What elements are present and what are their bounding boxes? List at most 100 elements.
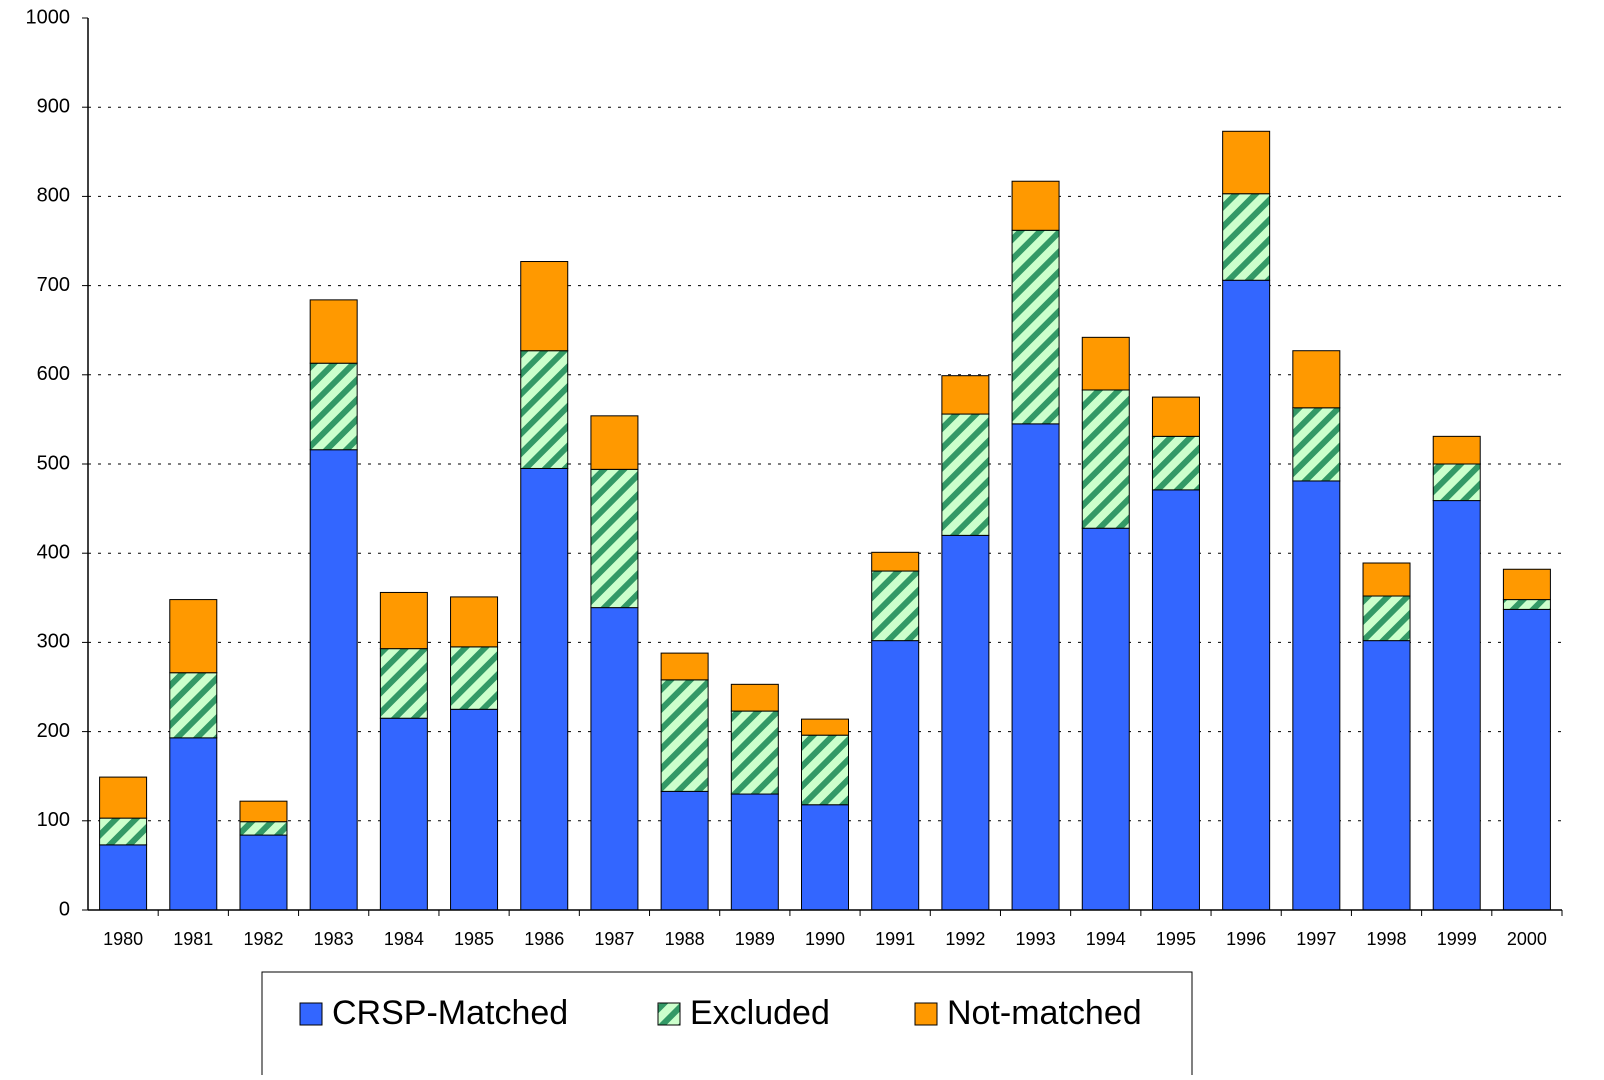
bar-segment: [1502, 568, 1551, 601]
bar-segment: [1362, 562, 1411, 597]
bar-segment: [801, 804, 849, 911]
bar-segment: [660, 679, 709, 792]
x-tick-label: 1997: [1296, 929, 1336, 949]
x-tick-label: 1982: [243, 929, 283, 949]
bar-segment: [1292, 480, 1341, 911]
legend-label: CRSP-Matched: [332, 994, 568, 1032]
y-tick-label: 100: [37, 809, 70, 831]
bar-segment: [99, 776, 148, 819]
bar-segment: [801, 718, 849, 736]
y-tick-label: 200: [37, 720, 70, 742]
bar-segment: [871, 640, 920, 911]
bar-segment: [1432, 463, 1481, 502]
bar-segment: [871, 551, 920, 572]
bar-segment: [450, 596, 499, 648]
bar-segment: [1151, 489, 1200, 911]
y-tick-label: 600: [37, 363, 70, 385]
bar-segment: [1151, 396, 1200, 437]
bar-segment: [99, 817, 148, 846]
bar-segment: [1081, 336, 1130, 391]
bar-segment: [1222, 193, 1271, 281]
legend-label: Excluded: [690, 994, 830, 1032]
x-tick-label: 1994: [1086, 929, 1126, 949]
bar-segment: [379, 591, 428, 650]
bar-segment: [450, 708, 499, 911]
x-tick-label: 1990: [805, 929, 845, 949]
bar-segment: [239, 834, 288, 911]
bar-segment: [1432, 500, 1481, 911]
bar-segment: [1362, 640, 1411, 911]
x-tick-label: 1987: [594, 929, 634, 949]
x-tick-label: 1996: [1226, 929, 1266, 949]
bar-segment: [1292, 407, 1341, 482]
y-tick-label: 1000: [26, 6, 71, 28]
legend-swatch: [299, 1002, 323, 1026]
bar-segment: [239, 821, 288, 836]
x-tick-label: 1989: [735, 929, 775, 949]
x-tick-label: 1995: [1156, 929, 1196, 949]
bar-segment: [871, 570, 920, 642]
bar-segment: [1502, 599, 1551, 610]
bar-segment: [309, 449, 358, 911]
bar-segment: [1222, 279, 1271, 911]
bar-segment: [941, 534, 990, 911]
bar-segment: [520, 261, 569, 352]
bar-segment: [1222, 130, 1271, 195]
x-tick-label: 1993: [1016, 929, 1056, 949]
bar-segment: [941, 413, 990, 536]
x-tick-label: 1991: [875, 929, 915, 949]
legend-swatch: [657, 1002, 681, 1026]
x-tick-label: 2000: [1507, 929, 1547, 949]
bar-segment: [99, 844, 148, 911]
y-tick-label: 900: [37, 95, 70, 117]
y-tick-label: 300: [37, 631, 70, 653]
bar-segment: [1011, 423, 1060, 911]
x-tick-label: 1999: [1437, 929, 1477, 949]
bar-segment: [660, 652, 709, 681]
bar-segment: [379, 648, 428, 719]
bar-segment: [730, 683, 779, 712]
y-tick-label: 700: [37, 274, 70, 296]
y-tick-label: 400: [37, 541, 70, 563]
x-tick-label: 1981: [173, 929, 213, 949]
bar-segment: [1011, 180, 1060, 231]
bar-segment: [590, 607, 639, 911]
bar-segment: [450, 646, 499, 710]
bar-segment: [520, 350, 569, 469]
bar-segment: [379, 717, 428, 911]
y-tick-label: 500: [37, 452, 70, 474]
bar-segment: [730, 793, 779, 911]
x-tick-label: 1984: [384, 929, 424, 949]
bar-segment: [590, 415, 639, 470]
bar-segment: [1081, 527, 1130, 911]
x-tick-label: 1992: [945, 929, 985, 949]
bar-segment: [590, 468, 639, 609]
bar-segment: [1151, 435, 1200, 491]
bar-segment: [1432, 435, 1481, 465]
bar-segment: [309, 362, 358, 451]
bar-segment: [520, 467, 569, 911]
bar-segment: [239, 800, 288, 823]
x-tick-label: 1986: [524, 929, 564, 949]
bar-segment: [169, 599, 218, 674]
x-tick-label: 1985: [454, 929, 494, 949]
y-tick-label: 800: [37, 185, 70, 207]
x-tick-label: 1983: [314, 929, 354, 949]
y-tick-label: 0: [59, 898, 70, 920]
bar-segment: [1292, 350, 1341, 409]
bar-segment: [660, 790, 709, 911]
bar-segment: [169, 737, 218, 911]
bar-segment: [941, 375, 990, 415]
legend-swatch: [914, 1002, 938, 1026]
x-tick-label: 1998: [1367, 929, 1407, 949]
legend-box: [261, 971, 1193, 1080]
bar-segment: [309, 299, 358, 364]
bar-segment: [1502, 608, 1551, 911]
bar-segment: [1362, 595, 1411, 642]
x-tick-label: 1980: [103, 929, 143, 949]
bar-segment: [1011, 229, 1060, 425]
bar-segment: [801, 734, 849, 806]
legend-label: Not-matched: [947, 994, 1142, 1032]
x-tick-label: 1988: [665, 929, 705, 949]
